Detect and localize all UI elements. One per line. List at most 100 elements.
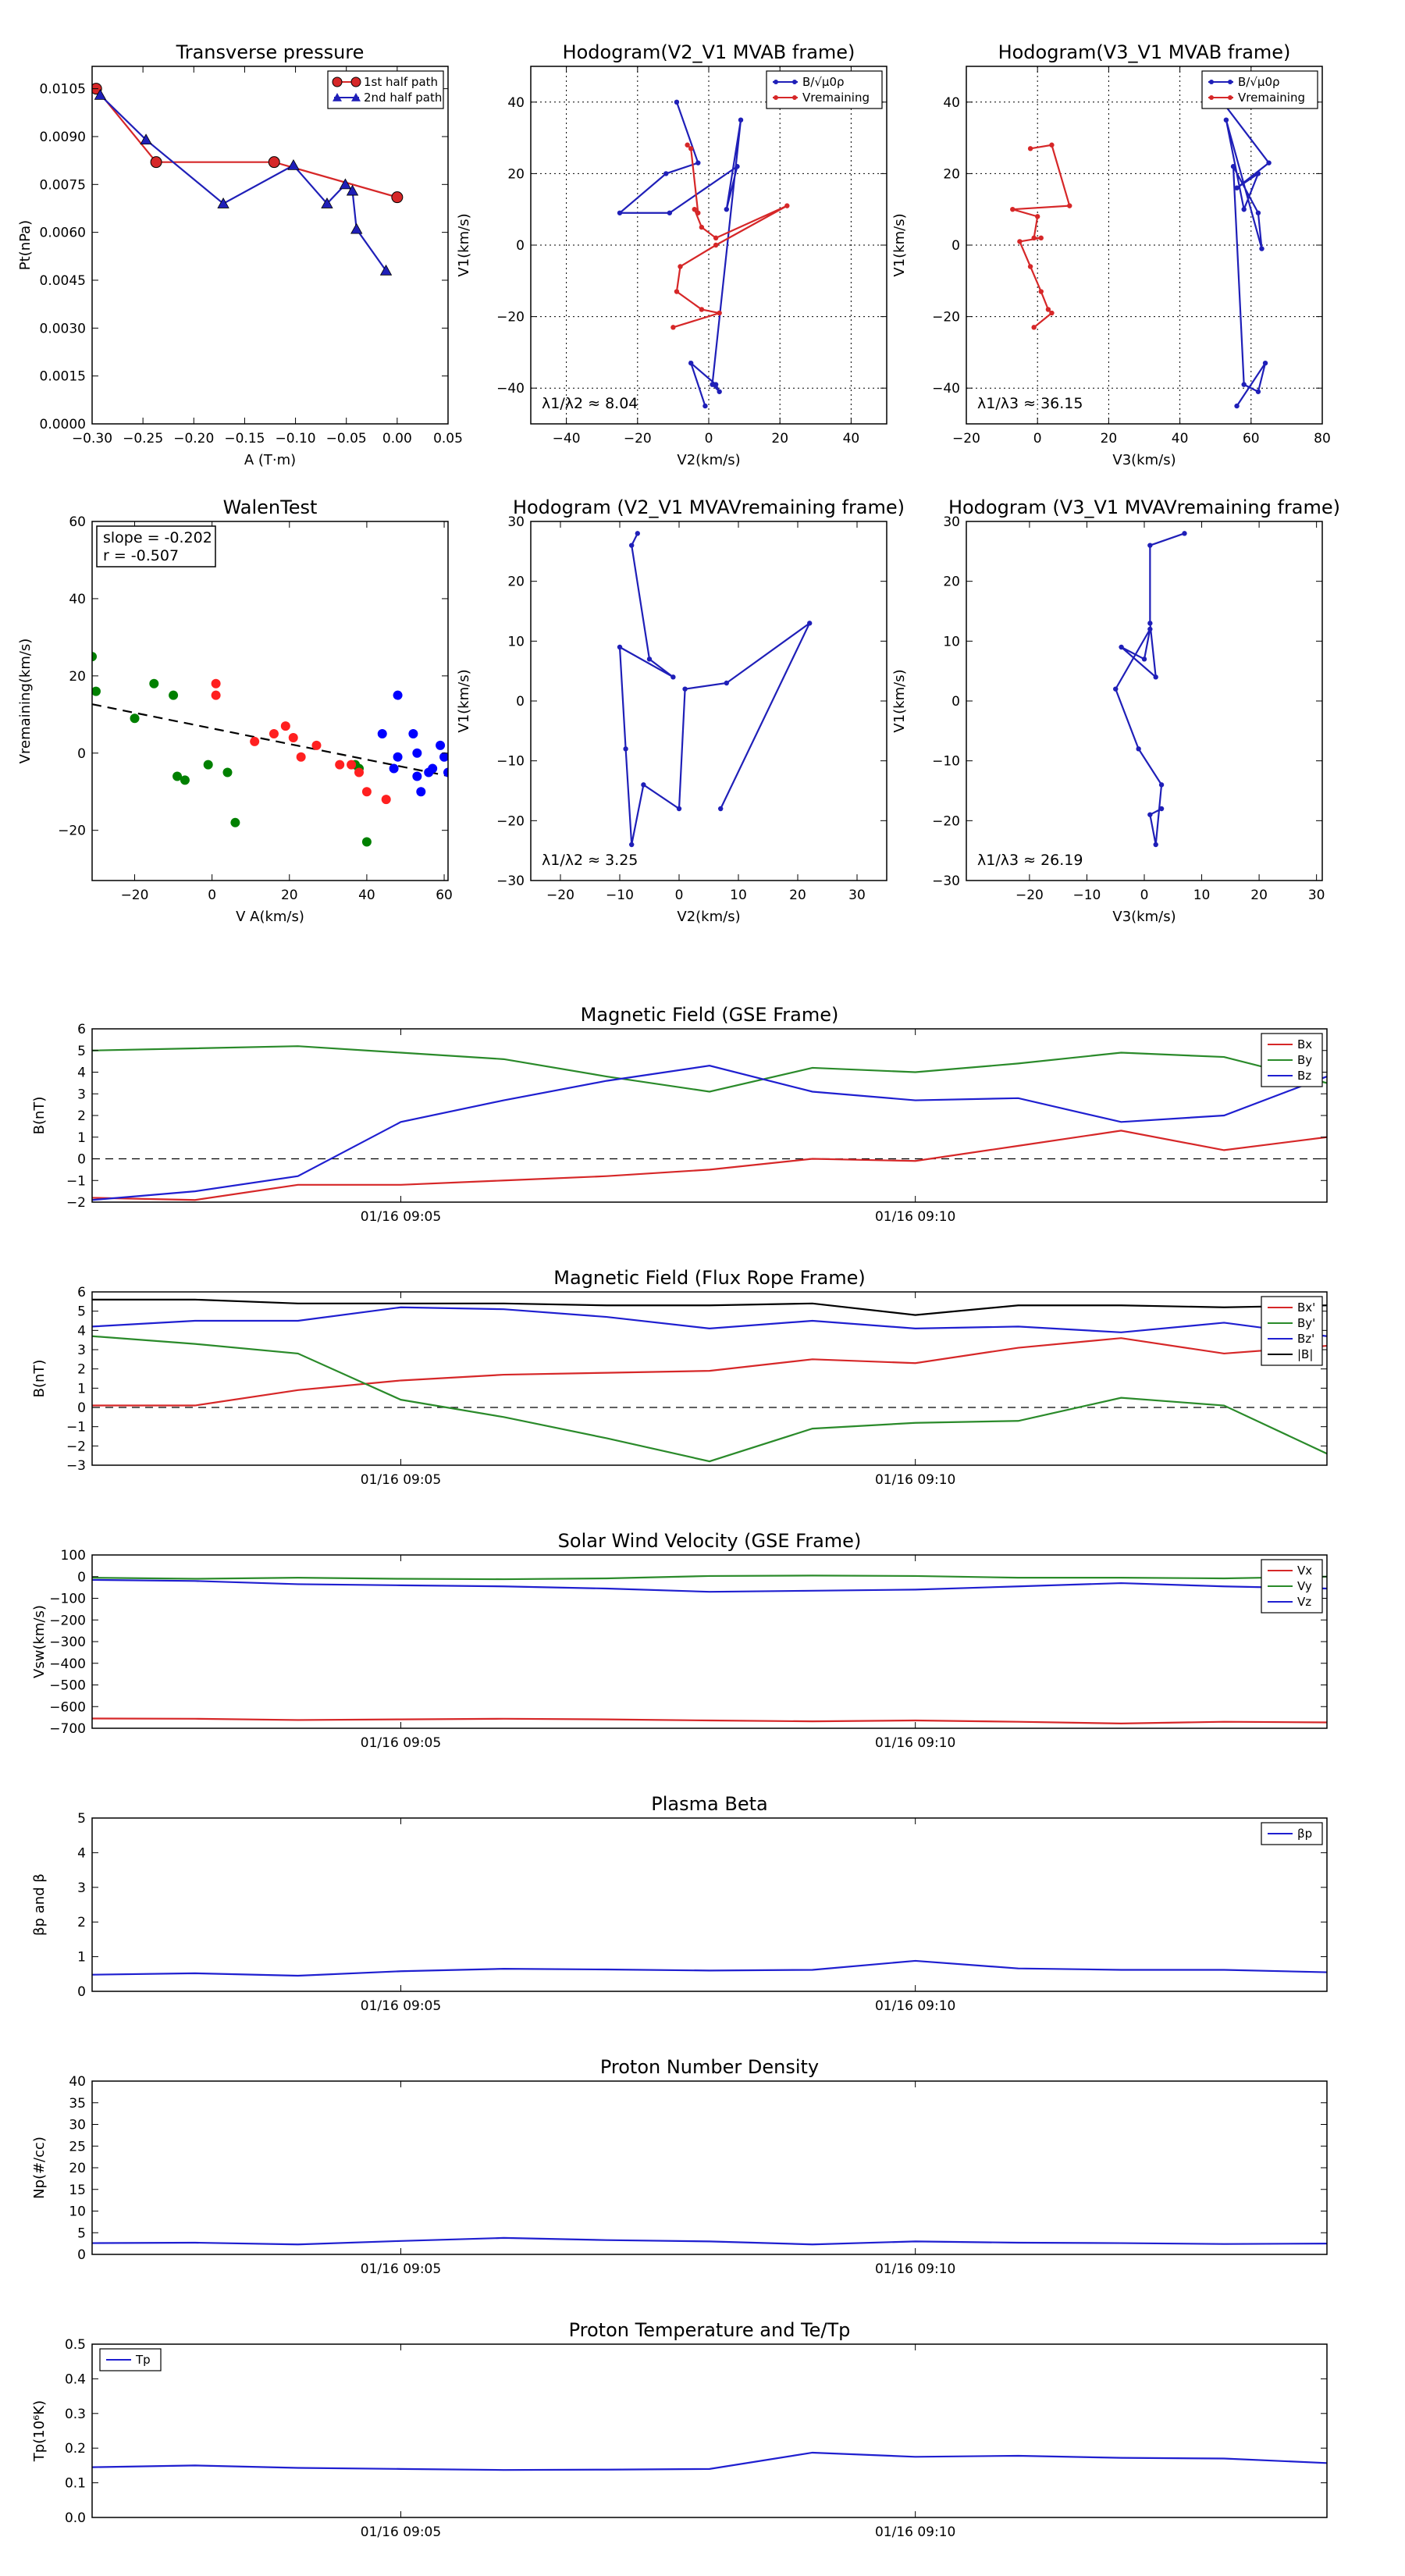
y-tick-label: −40 xyxy=(496,381,525,397)
data-point xyxy=(268,156,280,169)
x-axis-label: V2(km/s) xyxy=(677,909,740,925)
series-wt-1 xyxy=(211,678,391,805)
x-tick-label: 20 xyxy=(1250,888,1268,903)
x-tick-label: 80 xyxy=(1314,431,1331,447)
scatter-point xyxy=(211,690,221,700)
data-point xyxy=(1136,746,1141,752)
x-tick-label: 01/16 09:05 xyxy=(361,2261,441,2277)
data-point xyxy=(339,178,352,190)
y-tick-label: 0.3 xyxy=(65,2407,86,2422)
x-tick-label: 0 xyxy=(1140,888,1149,903)
legend-label: βp xyxy=(1297,1827,1312,1841)
y-tick-label: −10 xyxy=(496,754,525,770)
series-line xyxy=(92,1306,1327,1337)
y-tick-label: 25 xyxy=(69,2139,86,2154)
scatter-point xyxy=(389,763,399,774)
data-point xyxy=(94,88,107,100)
chart-pn: 01/16 09:05 01/16 09:10 0 5 10 15 20 25 30 35 40 Pr… xyxy=(31,2056,1328,2277)
chart-title: Solar Wind Velocity (GSE Frame) xyxy=(558,1530,862,1552)
scatter-point xyxy=(203,760,213,770)
legend-box xyxy=(1201,70,1318,109)
y-tick-label: −400 xyxy=(49,1656,86,1672)
series-pn-0 xyxy=(92,2236,1327,2246)
eigenvalue-ratio-label: λ1/λ2 ≈ 8.04 xyxy=(542,395,638,412)
y-tick-label: 5 xyxy=(77,2226,86,2241)
y-tick-label: 2 xyxy=(77,1362,86,1378)
legend-label: |B| xyxy=(1297,1347,1313,1361)
scatter-point xyxy=(416,787,426,797)
legend: Bx'By' Bz'|B| xyxy=(1261,1296,1323,1366)
x-tick-label: −0.05 xyxy=(326,431,367,447)
y-tick-label: 4 xyxy=(77,1323,86,1339)
data-point xyxy=(635,531,640,536)
chart-mf2: 01/16 09:05 01/16 09:10 −3 −2 −1 0 1 2 3 4 5 6 Magne… xyxy=(31,1267,1328,1488)
data-point xyxy=(1038,235,1044,241)
chart-title: Proton Temperature and Te/Tp xyxy=(569,2319,851,2341)
legend-label: Vz xyxy=(1297,1595,1311,1609)
legend-marker xyxy=(792,95,797,100)
plot-frame xyxy=(91,1028,1328,1203)
data-point xyxy=(391,191,404,204)
data-point xyxy=(1031,235,1037,241)
data-point xyxy=(1234,403,1240,409)
y-tick-label: 3 xyxy=(77,1343,86,1358)
data-point xyxy=(617,210,623,215)
y-tick-label: 0 xyxy=(77,746,86,762)
scatter-point xyxy=(222,767,233,777)
series-pt-0 xyxy=(92,2451,1327,2471)
y-axis-label: B(nT) xyxy=(31,1360,48,1398)
x-axis-label: A (T·m) xyxy=(244,452,296,468)
data-point xyxy=(784,203,790,208)
series-wt-2 xyxy=(377,690,448,797)
x-tick-label: 40 xyxy=(358,888,375,903)
y-tick-label: 2 xyxy=(77,1915,86,1930)
x-tick-label: 40 xyxy=(1172,431,1189,447)
x-tick-label: 30 xyxy=(1308,888,1325,903)
data-point xyxy=(717,389,722,394)
chart-title: Magnetic Field (GSE Frame) xyxy=(581,1004,839,1026)
series-mf2-3 xyxy=(92,1298,1327,1316)
scatter-point xyxy=(280,721,290,731)
scatter-point xyxy=(354,767,364,777)
legend-label: Bz xyxy=(1297,1069,1311,1083)
x-tick-label: −0.10 xyxy=(276,431,316,447)
scatter-point xyxy=(211,678,221,688)
y-axis-label: Np(#/cc) xyxy=(31,2137,48,2199)
data-point xyxy=(623,746,628,752)
y-tick-label: −2 xyxy=(66,1439,86,1454)
legend-label: Tp xyxy=(135,2353,151,2367)
y-tick-label: 0.5 xyxy=(65,2337,86,2353)
data-point xyxy=(667,210,673,215)
y-tick-label: 10 xyxy=(507,634,525,649)
series-line xyxy=(92,1574,1327,1581)
y-tick-label: 20 xyxy=(69,669,86,685)
data-point xyxy=(1153,674,1158,680)
series-mf2-2 xyxy=(92,1306,1327,1337)
series-line xyxy=(92,2236,1327,2246)
y-tick-label: 3 xyxy=(77,1880,86,1896)
scatter-point xyxy=(173,771,183,781)
y-tick-label: 40 xyxy=(69,592,86,607)
y-tick-label: −10 xyxy=(932,754,960,770)
x-tick-label: −0.20 xyxy=(173,431,214,447)
data-point xyxy=(1241,382,1247,387)
scatter-point xyxy=(381,795,391,805)
data-point xyxy=(670,325,676,330)
data-point xyxy=(1182,531,1187,536)
data-point xyxy=(724,207,729,212)
eigenvalue-ratio-label: λ1/λ2 ≈ 3.25 xyxy=(542,852,638,869)
y-tick-label: 60 xyxy=(69,514,86,530)
y-tick-label: 30 xyxy=(943,514,960,530)
scatter-point xyxy=(428,763,438,774)
series-line xyxy=(92,1959,1327,1977)
data-point xyxy=(718,806,724,812)
y-tick-label: 20 xyxy=(943,166,960,182)
data-point xyxy=(663,171,669,176)
x-axis-label: V3(km/s) xyxy=(1112,909,1176,925)
y-tick-label: 0.0105 xyxy=(40,82,86,98)
data-point xyxy=(1158,806,1165,812)
data-point xyxy=(1027,264,1033,269)
series-line xyxy=(92,1335,1327,1463)
data-point xyxy=(1049,142,1055,148)
